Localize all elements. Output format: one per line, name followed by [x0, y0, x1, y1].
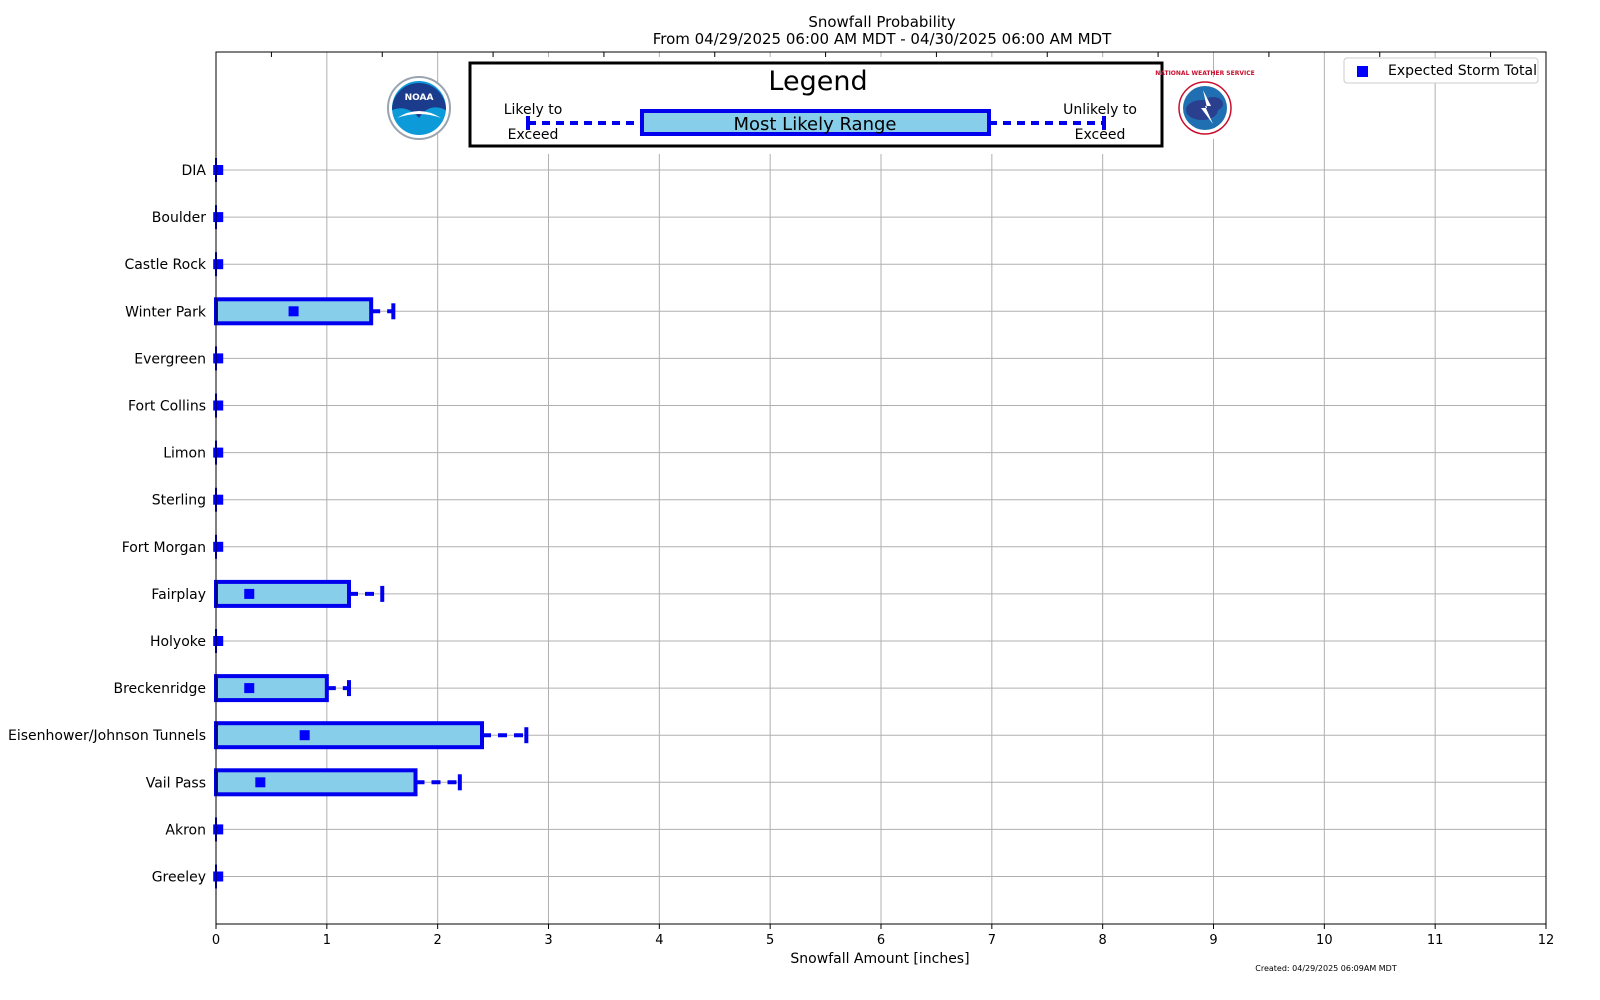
category-label: Fort Collins — [128, 399, 206, 415]
x-tick-label: 4 — [655, 933, 663, 948]
expected-total-marker — [213, 636, 224, 646]
category-label: Boulder — [152, 210, 206, 226]
expected-total-marker — [213, 824, 224, 835]
legend-unlikely-line2: Exceed — [1075, 127, 1126, 143]
series-legend-marker — [1357, 66, 1368, 77]
expected-total-marker — [213, 259, 224, 270]
plot-frame — [215, 51, 1547, 925]
x-tick-label: 0 — [212, 933, 220, 948]
x-tick-label: 5 — [766, 933, 774, 948]
expected-total-marker — [213, 447, 224, 458]
legend-box: Legend Most Likely Range Likely to Excee… — [456, 57, 1176, 154]
expected-total-marker — [213, 165, 224, 175]
expected-total-marker — [288, 306, 299, 317]
legend-likely-line2: Exceed — [508, 127, 559, 143]
x-tick-label: 7 — [988, 933, 996, 948]
most-likely-range-bar — [214, 721, 484, 750]
category-label: Fort Morgan — [122, 540, 206, 556]
expected-total-marker — [213, 353, 224, 364]
legend-box-border — [468, 61, 1164, 148]
x-tick-label: 8 — [1099, 933, 1107, 948]
x-axis-ticks: 0 1 2 3 4 5 6 7 8 9 10 11 12 — [212, 52, 1555, 948]
x-tick-label: 3 — [544, 933, 552, 948]
x-axis-label: Snowfall Amount [inches] — [790, 951, 969, 967]
chart-title: Snowfall Probability — [808, 13, 955, 31]
expected-total-marker — [213, 871, 224, 882]
category-label: Castle Rock — [124, 257, 206, 273]
noaa-logo: NOAA — [387, 76, 451, 140]
most-likely-range-bar — [214, 297, 374, 326]
chart-subtitle: From 04/29/2025 06:00 AM MDT - 04/30/202… — [653, 30, 1112, 48]
nws-logo: NATIONAL WEATHER SERVICE — [1155, 70, 1255, 140]
category-label: Sterling — [152, 493, 206, 509]
most-likely-range-bar — [214, 579, 351, 608]
category-label: Akron — [165, 822, 206, 838]
expected-total-marker — [244, 588, 255, 599]
category-label: Limon — [163, 446, 206, 462]
x-tick-label: 11 — [1427, 933, 1444, 948]
expected-total-marker — [244, 683, 255, 694]
x-tick-label: 10 — [1316, 933, 1333, 948]
legend-unlikely-line1: Unlikely to — [1063, 102, 1137, 118]
expected-total-marker — [213, 212, 224, 223]
expected-total-marker — [213, 541, 224, 552]
category-label: Greeley — [152, 870, 206, 886]
x-tick-label: 2 — [434, 933, 442, 948]
most-likely-range-bar — [214, 768, 418, 797]
category-label: Evergreen — [134, 351, 206, 367]
category-label: DIA — [182, 163, 207, 179]
x-tick-label: 9 — [1209, 933, 1217, 948]
category-label: Winter Park — [125, 304, 207, 320]
category-label: Holyoke — [150, 634, 206, 650]
x-tick-label: 12 — [1538, 933, 1555, 948]
category-label: Eisenhower/Johnson Tunnels — [8, 728, 206, 744]
legend-range-label: Most Likely Range — [733, 114, 896, 135]
expected-total-marker — [255, 777, 266, 788]
series-legend-label: Expected Storm Total — [1388, 63, 1537, 79]
series-legend-frame — [1343, 57, 1539, 84]
category-label: Vail Pass — [146, 775, 206, 791]
x-tick-label: 1 — [323, 933, 331, 948]
series-legend: Expected Storm Total — [1343, 57, 1539, 84]
legend-likely-line1: Likely to — [504, 102, 563, 118]
noaa-logo-text: NOAA — [405, 93, 434, 103]
category-labels: DIA Boulder Castle Rock Winter Park Evergree… — [8, 163, 207, 886]
category-label: Breckenridge — [114, 681, 207, 697]
nws-logo-text: NATIONAL WEATHER SERVICE — [1155, 70, 1254, 77]
expected-total-marker — [213, 494, 224, 505]
legend-range-box — [640, 109, 991, 136]
legend-box-title: Legend — [768, 66, 867, 97]
bars-layer — [213, 158, 529, 889]
created-timestamp: Created: 04/29/2025 06:09AM MDT — [1255, 964, 1397, 973]
expected-total-marker — [213, 400, 224, 411]
expected-total-marker — [299, 730, 310, 741]
x-tick-label: 6 — [877, 933, 885, 948]
most-likely-range-bar — [214, 674, 329, 703]
category-label: Fairplay — [151, 587, 206, 603]
legend-box-frame — [456, 57, 1176, 154]
